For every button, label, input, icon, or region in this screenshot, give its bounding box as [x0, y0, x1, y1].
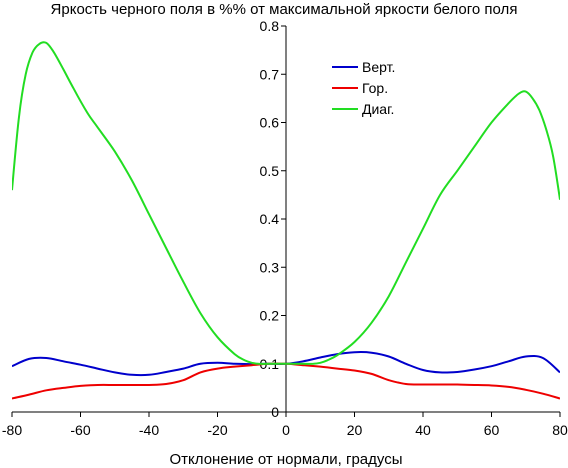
series-layer	[12, 41, 560, 400]
legend: Верт. Гор. Диаг.	[332, 59, 395, 117]
x-tick-label: 0	[282, 422, 290, 438]
x-tick-label: -60	[70, 422, 90, 438]
y-tick-label: 0.7	[260, 66, 280, 82]
y-tick-label: 0.5	[260, 163, 280, 179]
legend-label-hor: Гор.	[362, 80, 388, 96]
series-line-diag	[12, 41, 560, 365]
x-axis-label: Отклонение от нормали, градусы	[170, 451, 403, 468]
x-tick-label: 80	[552, 422, 568, 438]
legend-label-diag: Диаг.	[362, 101, 394, 117]
legend-label-vert: Верт.	[362, 59, 395, 75]
x-tick-label: -40	[139, 422, 159, 438]
chart-title: Яркость черного поля в %% от максимально…	[51, 1, 518, 18]
y-tick-label: 0	[271, 404, 279, 420]
x-tick-label: -20	[207, 422, 227, 438]
x-tick-label: 60	[484, 422, 500, 438]
y-tick-label: 0.6	[260, 115, 280, 131]
axes: -80 -60 -40 -20 0 20 40 60 8000.10.20.30.40.50.6…	[2, 18, 568, 438]
x-tick-label: 40	[415, 422, 431, 438]
y-tick-label: 0.8	[260, 18, 280, 34]
y-tick-label: 0.3	[260, 259, 280, 275]
x-tick-label: 20	[347, 422, 363, 438]
y-tick-label: 0.4	[260, 211, 280, 227]
x-tick-label: -80	[2, 422, 22, 438]
y-tick-label: 0.2	[260, 308, 280, 324]
